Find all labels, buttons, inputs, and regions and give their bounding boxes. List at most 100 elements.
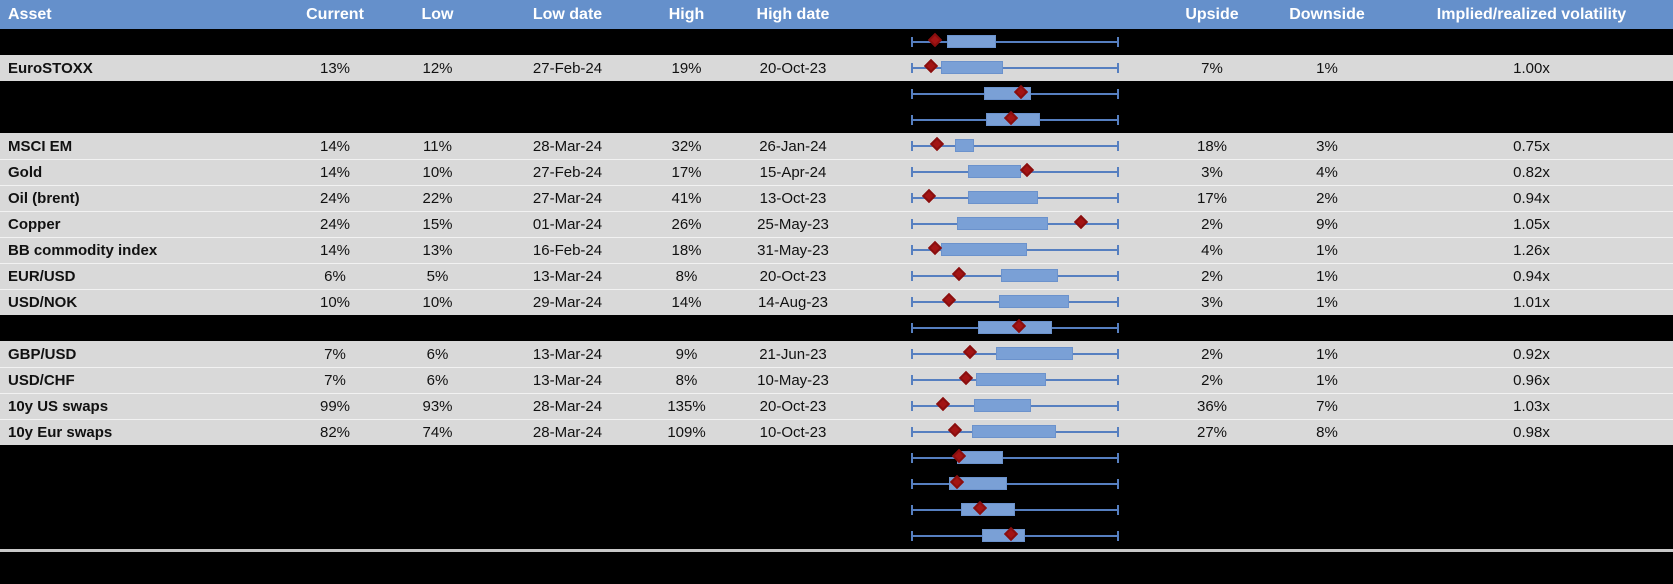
- cell-low: [385, 523, 490, 549]
- cell-low: 6%: [426, 371, 449, 389]
- whisker-cap-left: [911, 531, 913, 541]
- cell-high-date: [728, 523, 858, 549]
- cell-downside: [1264, 497, 1390, 523]
- table-row: Gold 14% 10% 27-Feb-24 17% 15-Apr-24 3% 4% 0.82x: [0, 159, 1673, 185]
- col-header-downside: Downside: [1289, 5, 1365, 23]
- cell-low: 22%: [422, 189, 453, 207]
- whisker-cap-left: [911, 89, 913, 99]
- cell-high: [645, 497, 728, 523]
- cell-implied-realized-volatility: 0.98x: [1513, 423, 1550, 441]
- boxplot-cell: [858, 523, 1160, 549]
- cell-high-date: 31-May-23: [757, 241, 829, 259]
- whisker-cap-left: [911, 349, 913, 359]
- cell-low: 10%: [422, 163, 453, 181]
- whisker-cap-left: [911, 271, 913, 281]
- cell-current: 7%: [324, 345, 346, 363]
- cell-upside: 7%: [1201, 59, 1223, 77]
- whisker-cap-left: [911, 193, 913, 203]
- cell-implied-realized-volatility: [1390, 107, 1673, 133]
- cell-downside: 1%: [1316, 267, 1338, 285]
- cell-asset: [0, 81, 285, 107]
- whisker-cap-left: [911, 115, 913, 125]
- cell-asset: BB commodity index: [8, 241, 158, 259]
- whisker-line: [912, 145, 1118, 147]
- cell-upside: [1160, 315, 1264, 341]
- cell-high-date: 20-Oct-23: [759, 397, 827, 415]
- whisker-line: [912, 483, 1118, 485]
- cell-high: [645, 315, 728, 341]
- boxplot-cell: [858, 289, 1160, 315]
- table-body: EuroSTOXX 13% 12% 27-Feb-24 19% 20-Oct-23 7% 1%…: [0, 29, 1673, 549]
- cell-high-date: [728, 497, 858, 523]
- cell-downside: 9%: [1316, 215, 1338, 233]
- whisker-cap-right: [1117, 271, 1119, 281]
- cell-high: 8%: [675, 267, 698, 285]
- cell-high-date: [728, 29, 858, 55]
- boxplot-cell: [858, 341, 1160, 367]
- whisker-cap-left: [911, 323, 913, 333]
- interquartile-box: [996, 347, 1073, 360]
- cell-downside: [1264, 523, 1390, 549]
- cell-asset: EuroSTOXX: [8, 59, 93, 77]
- cell-low: [385, 471, 490, 497]
- col-header-implied-realized-volatility: Implied/realized volatility: [1436, 5, 1627, 23]
- col-header-high: High: [668, 5, 705, 23]
- cell-high-date: 10-Oct-23: [759, 423, 827, 441]
- cell-low-date: 01-Mar-24: [532, 215, 603, 233]
- cell-low-date: 28-Mar-24: [532, 423, 603, 441]
- cell-asset: Oil (brent): [8, 189, 80, 207]
- cell-current: [285, 315, 385, 341]
- cell-current: [285, 445, 385, 471]
- cell-current: [285, 523, 385, 549]
- cell-low-date: 13-Mar-24: [532, 371, 603, 389]
- cell-implied-realized-volatility: 0.82x: [1513, 163, 1550, 181]
- cell-low: 74%: [422, 423, 453, 441]
- cell-asset: USD/CHF: [8, 371, 75, 389]
- cell-asset: GBP/USD: [8, 345, 77, 363]
- whisker-cap-left: [911, 505, 913, 515]
- cell-low-date: 13-Mar-24: [532, 267, 603, 285]
- cell-high: 32%: [671, 137, 702, 155]
- cell-low-date: 16-Feb-24: [532, 241, 603, 259]
- cell-asset: USD/NOK: [8, 293, 78, 311]
- boxplot-cell: [858, 263, 1160, 289]
- cell-high: 8%: [675, 371, 698, 389]
- whisker-cap-right: [1117, 245, 1119, 255]
- cell-implied-realized-volatility: [1390, 471, 1673, 497]
- cell-high-date: [728, 445, 858, 471]
- cell-high: 19%: [671, 59, 702, 77]
- current-level-diamond-marker: [921, 188, 936, 204]
- whisker-cap-left: [911, 63, 913, 73]
- col-header-boxplot-spacer: [858, 0, 1160, 29]
- cell-low: 6%: [426, 345, 449, 363]
- current-level-diamond-marker: [942, 292, 957, 308]
- cell-low: [385, 29, 490, 55]
- cell-current: 24%: [319, 215, 351, 233]
- whisker-cap-right: [1117, 323, 1119, 333]
- cell-implied-realized-volatility: [1390, 497, 1673, 523]
- cell-upside: 2%: [1201, 345, 1223, 363]
- whisker-cap-right: [1117, 193, 1119, 203]
- cell-high-date: [728, 81, 858, 107]
- col-header-high-date: High date: [756, 5, 830, 23]
- whisker-cap-right: [1117, 141, 1119, 151]
- hidden-table-row: [0, 315, 1673, 341]
- interquartile-box: [955, 139, 974, 152]
- boxplot-cell: [858, 159, 1160, 185]
- whisker-cap-left: [911, 141, 913, 151]
- cell-implied-realized-volatility: 0.94x: [1513, 189, 1550, 207]
- cell-asset: Gold: [8, 163, 43, 181]
- cell-high-date: 20-Oct-23: [759, 59, 827, 77]
- whisker-cap-left: [911, 167, 913, 177]
- cell-upside: 2%: [1201, 267, 1223, 285]
- cell-asset: [0, 523, 285, 549]
- cell-low-date: 27-Feb-24: [532, 163, 603, 181]
- table-row: MSCI EM 14% 11% 28-Mar-24 32% 26-Jan-24 18% 3% 0…: [0, 133, 1673, 159]
- cell-downside: 1%: [1316, 371, 1338, 389]
- hidden-table-row: [0, 445, 1673, 471]
- cell-low: 5%: [426, 267, 449, 285]
- cell-low-date: [490, 471, 645, 497]
- cell-asset: 10y US swaps: [8, 397, 109, 415]
- table-row: Copper 24% 15% 01-Mar-24 26% 25-May-23 2% 9% 1.0…: [0, 211, 1673, 237]
- interquartile-box: [967, 191, 1038, 204]
